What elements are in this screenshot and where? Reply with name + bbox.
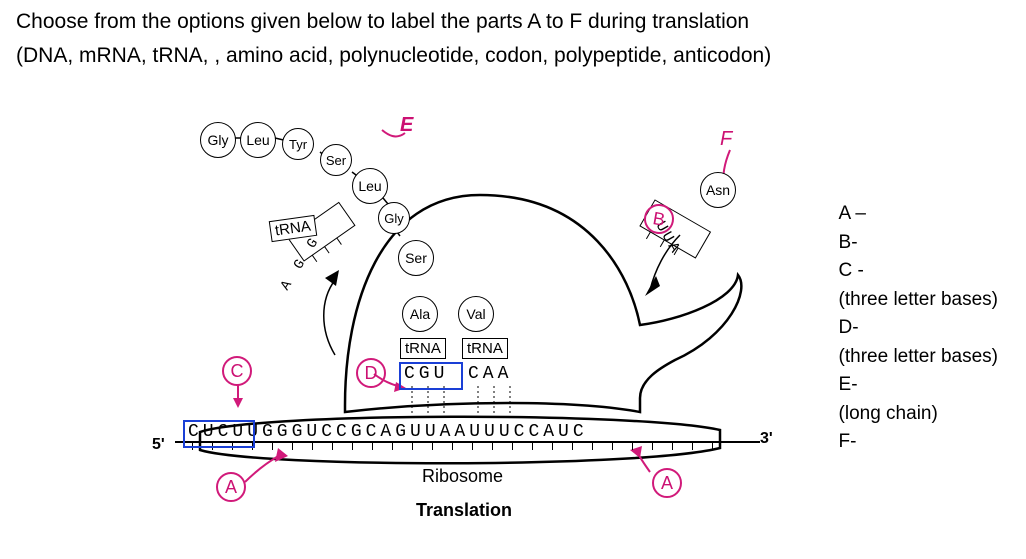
translation-caption: Translation [416, 500, 512, 521]
answer-d-note: (three letter bases) [839, 343, 998, 372]
five-prime-label: 5' [152, 436, 165, 454]
annotation-d: D [356, 358, 386, 388]
annotation-f: F [720, 128, 732, 151]
three-prime-label: 3' [760, 430, 773, 448]
answer-d: D- [839, 314, 998, 343]
answer-c: C - [839, 257, 998, 286]
page-root: Choose from the options given below to l… [0, 0, 1026, 559]
annotation-a-right: A [652, 468, 682, 498]
question-line-2: (DNA, mRNA, tRNA, , amino acid, polynucl… [16, 42, 1010, 70]
answer-e: E- [839, 371, 998, 400]
answer-a: A – [839, 200, 998, 229]
answer-f: F- [839, 428, 998, 457]
mrna-ticks [188, 442, 748, 452]
answer-c-note: (three letter bases) [839, 286, 998, 315]
annotation-c: C [222, 356, 252, 386]
question-line-1: Choose from the options given below to l… [16, 8, 1010, 36]
ribosome-caption: Ribosome [422, 466, 503, 487]
answer-b: B- [839, 229, 998, 258]
annotation-e: E [400, 114, 413, 137]
translation-diagram: Gly Leu Tyr Ser Leu Gly Ser Ala Val Asn … [120, 100, 840, 540]
answer-e-note: (long chain) [839, 400, 998, 429]
mrna-sequence: CUCUUGGGUCCGCAGUUAAUUUCCAUC [188, 422, 588, 442]
annotation-a-left: A [216, 472, 246, 502]
answer-list: A – B- C - (three letter bases) D- (thre… [839, 200, 998, 457]
